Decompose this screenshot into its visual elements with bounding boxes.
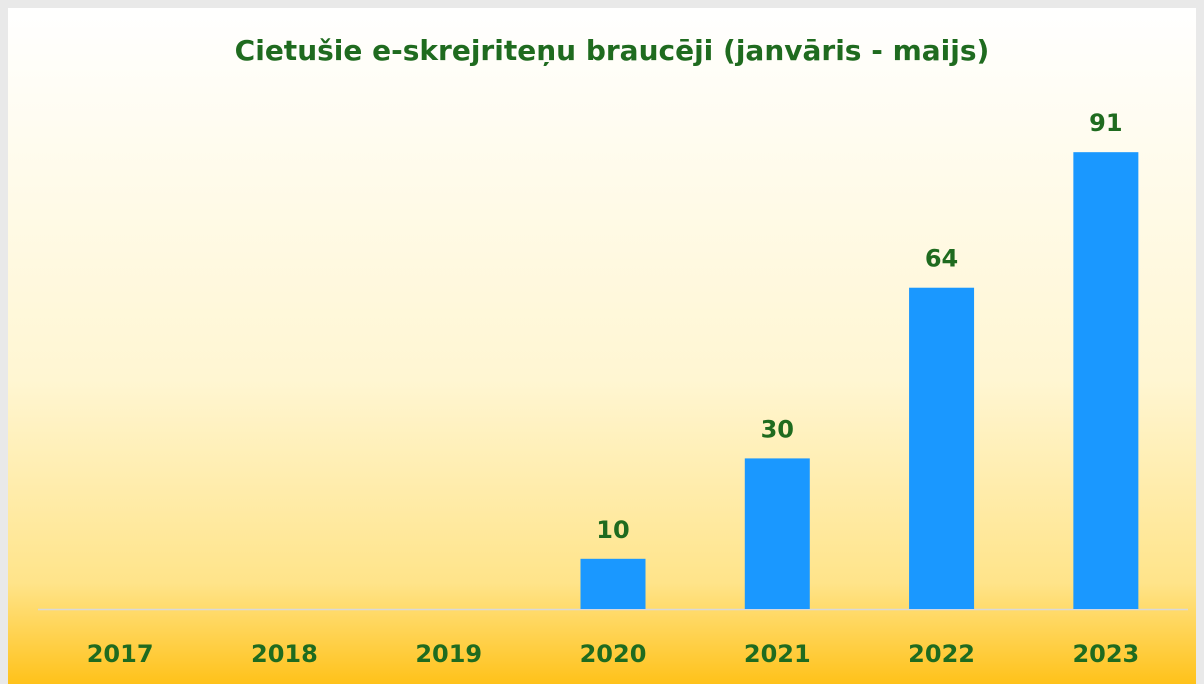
data-label: 91 — [1089, 109, 1122, 137]
x-tick-label: 2018 — [251, 640, 318, 668]
x-tick-label: 2020 — [580, 640, 647, 668]
data-label: 30 — [761, 415, 794, 443]
bar — [1073, 152, 1139, 609]
data-label: 10 — [596, 516, 629, 544]
x-tick-label: 2019 — [415, 640, 482, 668]
bar — [580, 558, 646, 609]
data-label: 64 — [925, 245, 958, 273]
chart-title: Cietušie e-skrejriteņu braucēji (janvāri… — [235, 34, 990, 67]
x-tick-label: 2023 — [1072, 640, 1139, 668]
bar — [909, 287, 975, 609]
x-tick-label: 2022 — [908, 640, 975, 668]
x-tick-label: 2017 — [87, 640, 154, 668]
bar — [744, 458, 810, 609]
x-tick-label: 2021 — [744, 640, 811, 668]
